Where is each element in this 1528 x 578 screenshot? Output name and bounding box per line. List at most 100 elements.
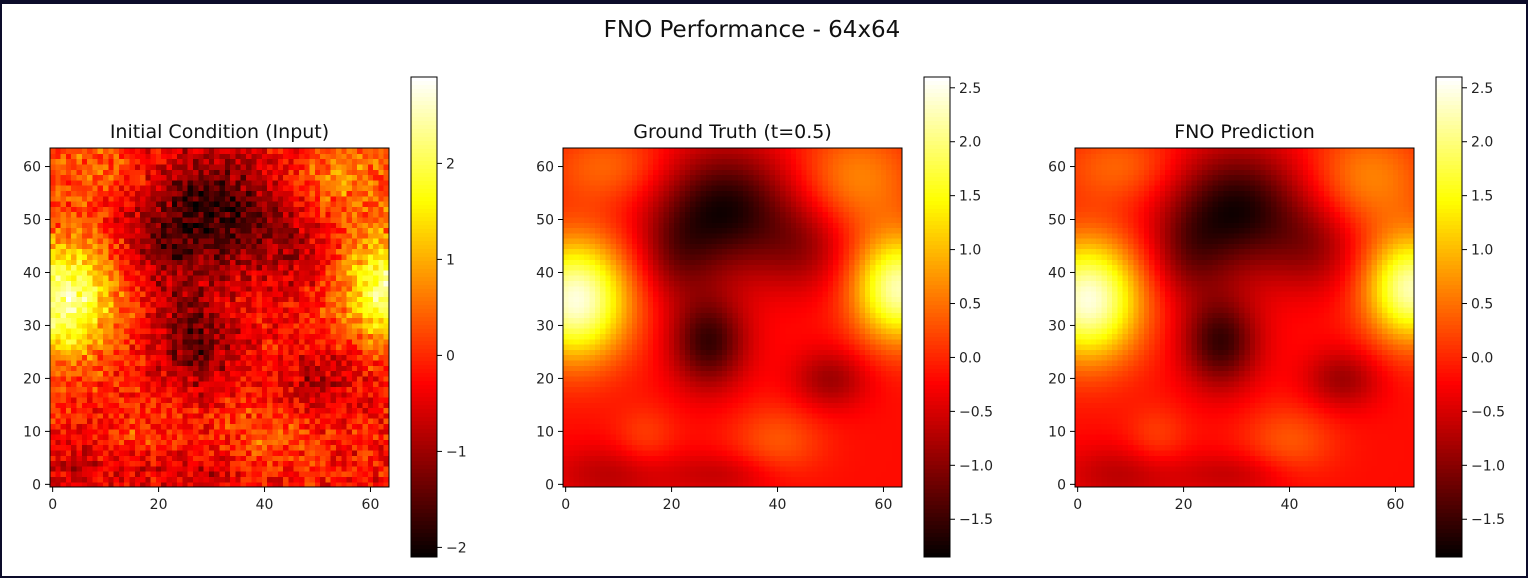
heatmap-cell [134, 343, 141, 350]
heatmap-cell [325, 148, 332, 154]
heatmap-cell [642, 476, 649, 483]
heatmap-cell [224, 396, 231, 403]
heatmap-cell [65, 285, 72, 292]
heatmap-cell [108, 465, 115, 472]
colorbar-tick-label: −2 [446, 540, 467, 556]
heatmap-cell [351, 211, 358, 218]
heatmap-cell [113, 190, 120, 197]
heatmap-cell [155, 370, 162, 377]
heatmap-cell [166, 280, 173, 287]
heatmap-cell [203, 359, 210, 366]
heatmap-cell [219, 179, 226, 186]
heatmap-cell [50, 354, 56, 361]
heatmap-cell [330, 439, 337, 446]
heatmap-cell [145, 317, 152, 324]
heatmap-cell [304, 211, 311, 218]
heatmap-cell [277, 200, 284, 207]
heatmap-cell [182, 476, 189, 483]
heatmap-cell [235, 476, 242, 483]
heatmap-cell [870, 481, 877, 488]
heatmap-cell [87, 460, 93, 467]
heatmap-cell [362, 444, 369, 451]
heatmap-cell [626, 460, 633, 467]
heatmap-cell [764, 481, 771, 488]
heatmap-cell [55, 296, 62, 303]
heatmap-cell [256, 439, 263, 446]
heatmap-cell [76, 423, 83, 430]
heatmap-cell [140, 365, 146, 372]
heatmap-cell [203, 460, 210, 467]
heatmap-cell [367, 359, 374, 366]
heatmap-cell [102, 349, 109, 356]
heatmap-cell [193, 396, 199, 403]
heatmap-cell [245, 418, 252, 425]
heatmap-cell [367, 338, 374, 345]
heatmap-cell [161, 476, 168, 483]
heatmap-cell [309, 354, 316, 361]
heatmap-cell [272, 227, 279, 234]
heatmap-cell [320, 317, 327, 324]
heatmap-cell [341, 455, 348, 462]
heatmap-cell [314, 391, 321, 398]
heatmap-cell [140, 312, 146, 319]
heatmap-cell [256, 354, 263, 361]
heatmap-cell [60, 264, 67, 271]
heatmap-cell [336, 285, 342, 292]
heatmap-cell [367, 301, 374, 308]
heatmap-cell [605, 481, 612, 488]
heatmap-cell [838, 471, 845, 478]
heatmap-cell [304, 301, 311, 308]
heatmap-cell [706, 439, 712, 446]
heatmap-cell [378, 439, 385, 446]
heatmap-cell [113, 343, 120, 350]
heatmap-cell [357, 338, 364, 345]
heatmap-cell [203, 216, 210, 223]
heatmap-cell [150, 365, 157, 372]
heatmap-cell [171, 185, 178, 191]
heatmap-cell [283, 211, 289, 218]
heatmap-cell [320, 434, 327, 440]
heatmap-cell [864, 428, 871, 435]
heatmap-cell [140, 285, 146, 292]
heatmap-cell [198, 481, 205, 488]
heatmap-cell [690, 471, 697, 478]
heatmap-cell [362, 449, 369, 456]
heatmap-cell [230, 259, 236, 266]
heatmap-cell [293, 285, 300, 292]
heatmap-cell [87, 253, 93, 260]
heatmap-cell [288, 365, 295, 372]
heatmap-cell [267, 471, 274, 478]
heatmap-cell [219, 296, 226, 303]
heatmap-cell [108, 153, 115, 160]
heatmap-cell [240, 232, 247, 239]
heatmap-cell [351, 179, 358, 186]
heatmap-cell [817, 444, 824, 451]
heatmap-cell [267, 222, 274, 229]
heatmap-cell [293, 148, 300, 154]
heatmap-cell [245, 449, 252, 456]
heatmap-cell [277, 174, 284, 181]
heatmap-cell [859, 471, 866, 478]
heatmap-cell [108, 232, 115, 239]
heatmap-cell [796, 439, 802, 446]
heatmap-cell [721, 481, 728, 488]
heatmap-cell [113, 328, 120, 334]
heatmap-cell [341, 222, 348, 229]
heatmap-cell [150, 465, 157, 472]
heatmap-cell [129, 264, 136, 271]
heatmap-cell [155, 200, 162, 207]
heatmap-cell [304, 148, 311, 154]
heatmap-cell [700, 449, 707, 456]
heatmap-cell [193, 312, 199, 319]
heatmap-cell [171, 370, 178, 377]
heatmap-cell [240, 434, 247, 440]
heatmap-cell [743, 434, 749, 440]
heatmap-cell [251, 322, 258, 329]
heatmap-cell [193, 317, 199, 324]
colorbar-segment [411, 173, 437, 178]
heatmap-cell [849, 465, 855, 472]
heatmap-cell [203, 423, 210, 430]
heatmap-cell [362, 306, 369, 313]
heatmap-cell [864, 476, 871, 483]
heatmap-cell [129, 423, 136, 430]
